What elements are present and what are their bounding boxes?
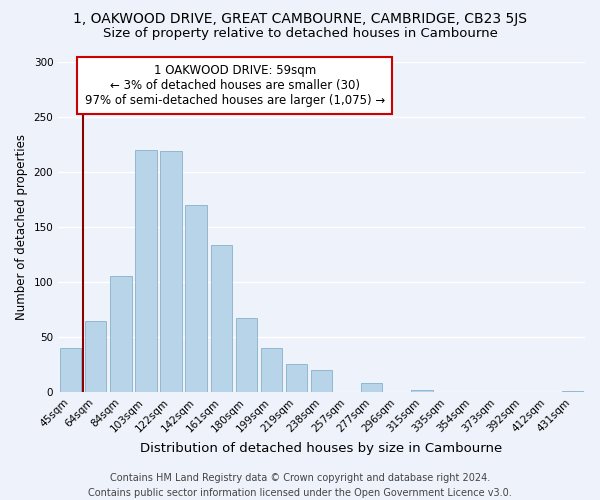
Bar — [411, 390, 433, 392]
Bar — [185, 204, 207, 392]
Bar — [261, 348, 282, 392]
Bar — [286, 364, 307, 392]
Y-axis label: Number of detached properties: Number of detached properties — [15, 134, 28, 320]
Bar — [160, 150, 182, 392]
Bar — [562, 391, 583, 392]
Text: 1 OAKWOOD DRIVE: 59sqm
← 3% of detached houses are smaller (30)
97% of semi-deta: 1 OAKWOOD DRIVE: 59sqm ← 3% of detached … — [85, 64, 385, 106]
Bar — [211, 246, 232, 392]
Bar — [236, 318, 257, 392]
Bar — [110, 276, 131, 392]
Bar — [60, 348, 82, 392]
Text: 1, OAKWOOD DRIVE, GREAT CAMBOURNE, CAMBRIDGE, CB23 5JS: 1, OAKWOOD DRIVE, GREAT CAMBOURNE, CAMBR… — [73, 12, 527, 26]
Text: Size of property relative to detached houses in Cambourne: Size of property relative to detached ho… — [103, 28, 497, 40]
X-axis label: Distribution of detached houses by size in Cambourne: Distribution of detached houses by size … — [140, 442, 503, 455]
Bar — [311, 370, 332, 392]
Bar — [85, 322, 106, 392]
Text: Contains HM Land Registry data © Crown copyright and database right 2024.
Contai: Contains HM Land Registry data © Crown c… — [88, 472, 512, 498]
Bar — [361, 383, 382, 392]
Bar — [136, 150, 157, 392]
